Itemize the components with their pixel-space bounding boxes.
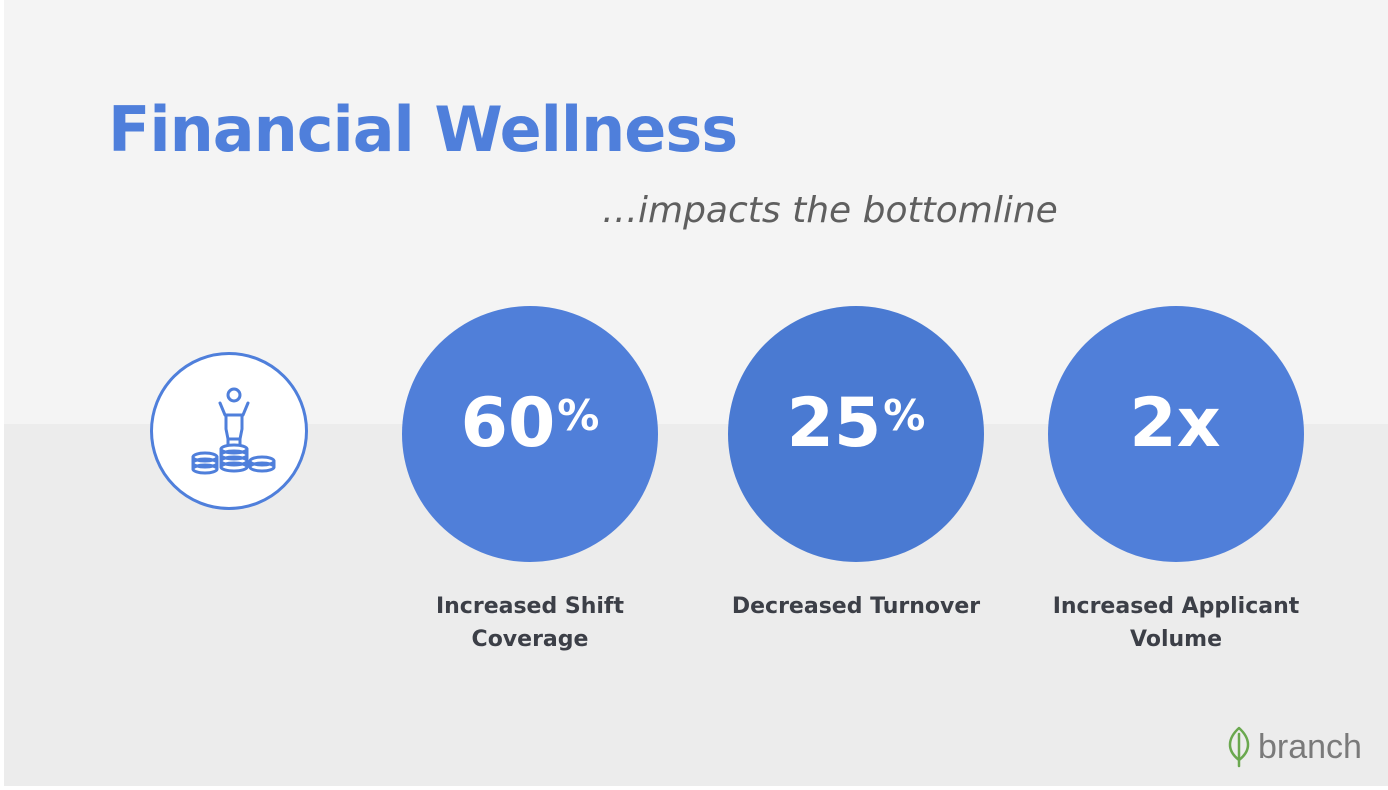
stat-value: 60% <box>402 384 658 464</box>
stat-circle-applicant-volume: 2x <box>1048 306 1304 562</box>
stat-unit: % <box>557 391 600 440</box>
brand-logo: branch <box>1226 722 1362 772</box>
stat-circle-shift-coverage: 60% <box>402 306 658 562</box>
leaf-icon <box>1228 726 1250 768</box>
stat-number: 2x <box>1129 384 1221 463</box>
stat-label-line: Increased Shift <box>435 594 625 619</box>
stat-number: 25 <box>786 384 882 463</box>
slide-title: Financial Wellness <box>108 93 738 166</box>
person-on-coins-icon <box>191 387 276 475</box>
stat-number: 60 <box>460 384 556 463</box>
stat-label-shift-coverage: Increased Shift Coverage <box>380 590 680 656</box>
slide: Financial Wellness …impacts the bottomli… <box>4 0 1388 786</box>
icon-badge <box>150 352 308 510</box>
slide-subtitle: …impacts the bottomline <box>602 190 1058 231</box>
stat-value: 25% <box>728 384 984 464</box>
stat-unit: % <box>883 391 926 440</box>
stat-label-line: Decreased Turnover <box>731 594 981 619</box>
stat-label-line: Volume <box>1130 627 1222 652</box>
stat-label-line: Coverage <box>471 627 589 652</box>
stat-label-line: Increased Applicant <box>1052 594 1300 619</box>
stat-value: 2x <box>1048 384 1304 464</box>
stat-circle-turnover: 25% <box>728 306 984 562</box>
stat-label-applicant-volume: Increased Applicant Volume <box>1026 590 1326 656</box>
stat-label-turnover: Decreased Turnover <box>706 590 1006 623</box>
brand-name: branch <box>1258 728 1362 766</box>
